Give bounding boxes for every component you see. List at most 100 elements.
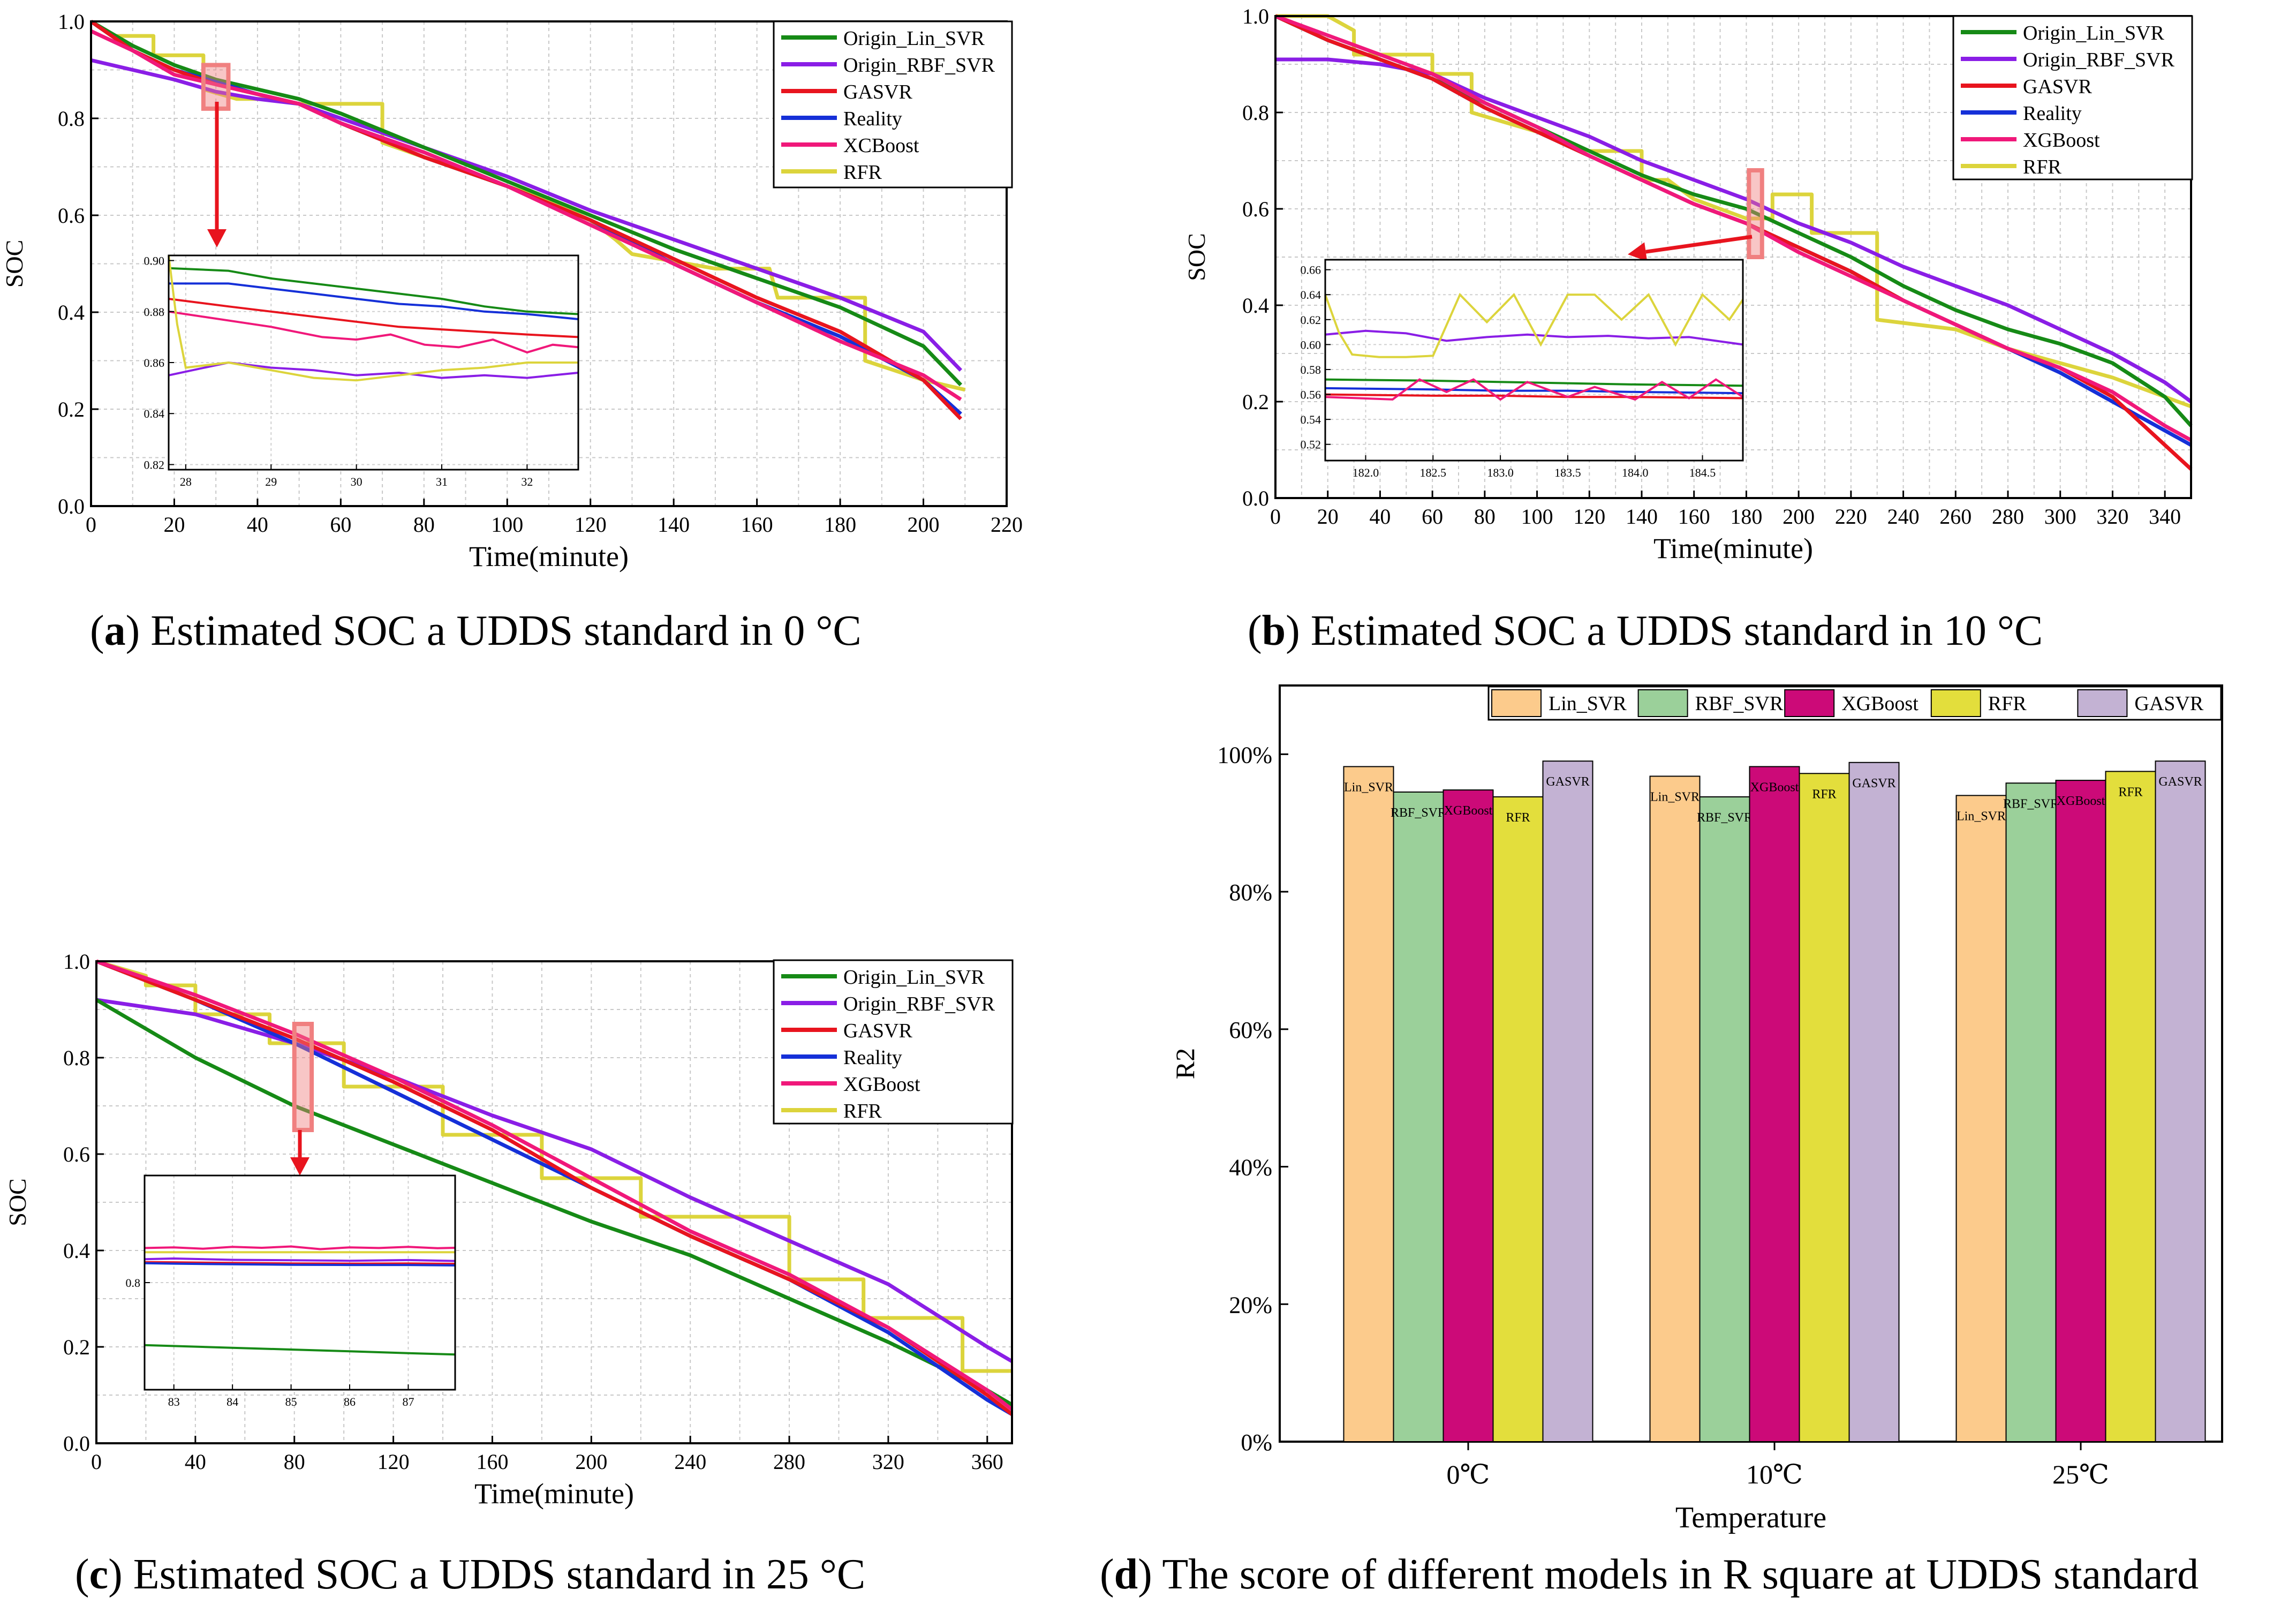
caption-b-text: ) Estimated SOC a UDDS standard in 10 °C [1286,607,2043,654]
legend-label-Reality: Reality [2023,102,2082,125]
inset-series-line-RFR [1324,292,1744,358]
x-tick-label: 40 [247,513,268,537]
bar-Lin_SVR [1343,766,1394,1442]
inset-y-tick-label: 0.58 [1301,363,1321,376]
y-tick-label: 40% [1229,1155,1272,1181]
x-tick-label: 260 [1939,504,1972,529]
legend-label-RFR: RFR [843,1100,882,1122]
x-tick-label: 220 [991,513,1023,537]
y-tick-label: 100% [1217,742,1272,768]
legend-label-XGBoost: XGBoost [2023,129,2100,152]
inset-series-line-Origin_RBF_SVR [144,1257,456,1262]
x-tick-label: 300 [2044,504,2076,529]
bar-label-XGBoost: XGBoost [1444,804,1493,818]
y-tick-label: 1.0 [63,950,90,974]
series-line-XCBoost [90,29,962,401]
x-tick-label: 20 [163,513,185,537]
inset-x-tick-label: 30 [351,475,362,488]
y-axis-label: SOC [1,240,28,288]
inset-y-tick-label: 0.86 [144,356,165,370]
x-tick-label: 80 [284,1450,305,1474]
y-tick-label: 0.0 [1242,486,1269,510]
inset-x-tick-label: 32 [521,475,533,488]
inset-series-line-GASVR [144,1261,456,1265]
inset-series-line-GASVR [1325,393,1743,400]
x-tick-label: 0 [1270,504,1281,529]
y-tick-label: 0.8 [63,1046,90,1070]
x-tick-label: 200 [1783,504,1815,529]
series-line-GASVR [89,20,963,420]
plot-frame [95,960,1013,1444]
x-tick-label: 280 [773,1450,805,1474]
bar-XGBoost [1749,766,1800,1442]
x-axis-label: Temperature [1675,1501,1826,1534]
bar-label-RBF_SVR: RBF_SVR [2003,797,2059,811]
x-tick-label: 100 [491,513,523,537]
inset-frame [1324,259,1744,462]
zoom-arrow-head [1628,242,1648,262]
y-tick-label: 20% [1229,1292,1272,1318]
inset-series-line-GASVR [168,298,579,338]
legend-label-XGBoost: XGBoost [843,1073,920,1096]
y-tick-label: 0.8 [58,107,85,131]
legend-box [773,20,1013,189]
inset-x-tick-label: 182.0 [1353,466,1379,479]
x-tick-label: 180 [824,513,856,537]
zoom-arrow-line [1645,235,1753,254]
inset-x-tick-label: 183.0 [1487,466,1514,479]
caption-b-label: b [1262,607,1286,654]
inset-series-line-XCBoost [168,310,579,354]
x-tick-label: 0 [86,513,96,537]
inset-x-tick-label: 28 [180,475,192,488]
bar-label-XGBoost: XGBoost [1750,780,1799,794]
x-tick-label: 140 [658,513,690,537]
legend-label-GASVR: GASVR [843,1020,912,1042]
x-tick-label: 240 [674,1450,706,1474]
x-tick-label: 280 [1992,504,2024,529]
bar-label-RBF_SVR: RBF_SVR [1391,806,1446,820]
y-tick-label: 0.2 [58,397,85,421]
x-tick-label: 0℃ [1447,1459,1490,1489]
y-tick-label: 0.0 [58,494,85,518]
y-tick-label: 0.4 [1242,293,1269,318]
bar-label-GASVR: GASVR [1852,777,1895,790]
bar-RFR [1799,773,1850,1442]
x-tick-label: 160 [476,1450,508,1474]
x-axis-label: Time(minute) [1653,532,1813,564]
inset-x-tick-label: 83 [168,1395,180,1408]
x-tick-label: 100 [1521,504,1553,529]
x-tick-label: 240 [1887,504,1920,529]
inset-x-tick-label: 87 [402,1395,414,1408]
inset-series-line-Origin_RBF_SVR [168,361,579,379]
inset-y-tick-label: 0.90 [144,254,165,268]
x-tick-label: 120 [575,513,607,537]
bar-label-Lin_SVR: Lin_SVR [1957,809,2006,823]
plot-frame [90,20,1008,507]
x-tick-label: 60 [1422,504,1443,529]
inset-x-tick-label: 184.5 [1689,466,1716,479]
y-axis-label: SOC [1183,233,1210,281]
bar-XGBoost [2055,780,2106,1442]
caption-a-text: ) Estimated SOC a UDDS standard in 0 °C [126,607,862,654]
legend-label-Origin_RBF_SVR: Origin_RBF_SVR [843,54,995,77]
inset-x-tick-label: 84 [226,1395,238,1408]
legend-label-Origin_RBF_SVR: Origin_RBF_SVR [2023,49,2175,71]
bar-RBF_SVR [1699,796,1750,1442]
bar-RBF_SVR [1393,791,1444,1442]
bar-GASVR [2155,760,2206,1442]
inset-x-tick-label: 182.5 [1420,466,1447,479]
legend-label-Reality: Reality [843,1046,902,1069]
inset-y-tick-label: 0.62 [1301,313,1321,327]
series-line-Origin_RBF_SVR [96,998,1013,1363]
inset-x-tick-label: 31 [436,475,448,488]
y-tick-label: 0.6 [58,204,85,228]
y-tick-label: 0% [1241,1429,1272,1456]
x-tick-label: 80 [413,513,435,537]
x-tick-label: 120 [1573,504,1605,529]
x-tick-label: 340 [2149,504,2181,529]
caption-a-label: a [104,607,126,654]
inset-series-line-Origin_Lin_SVR [144,1344,456,1356]
inset-c: 83 84 85 86 87 0.8 [126,1174,456,1408]
inset-y-tick-label: 0.64 [1301,288,1321,302]
